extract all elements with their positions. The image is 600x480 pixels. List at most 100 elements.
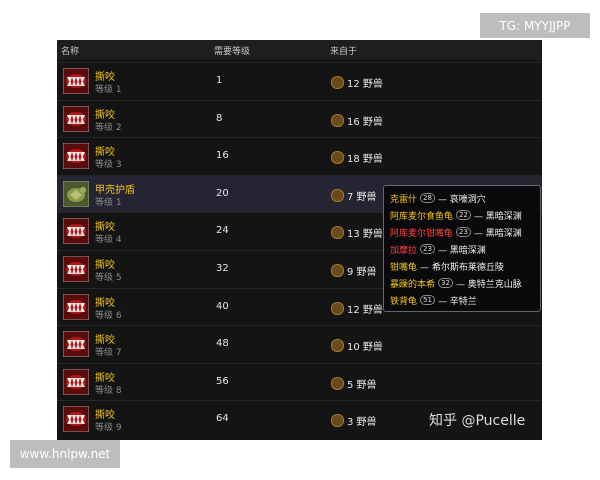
ability-icon: [62, 255, 90, 283]
source-icon[interactable]: [331, 264, 344, 277]
row[interactable]: 撕咬等级 1 1 12 野兽: [57, 62, 542, 99]
required-level: 16: [216, 150, 229, 162]
creature-name: 阿库麦尔食鱼龟: [390, 211, 454, 222]
source-icon[interactable]: [331, 151, 344, 165]
tooltip-line: 克雷什 28— 哀嚎洞穴: [390, 191, 486, 205]
ability-icon: [62, 67, 90, 95]
source[interactable]: 12 野兽: [347, 79, 383, 90]
source[interactable]: 12 野兽: [347, 304, 383, 316]
ability-rank: 等级 5: [95, 273, 122, 283]
ability-icon: [62, 330, 90, 358]
source-icon[interactable]: [331, 339, 344, 353]
row[interactable]: 撕咬 等级 6 40 12 野兽: [57, 287, 542, 325]
required-level: 48: [216, 338, 229, 350]
tooltip-line: 加摩拉 23— 黑暗深渊: [390, 242, 486, 256]
ability-name: 撕咬: [95, 147, 115, 159]
ability-rank: 等级 6: [95, 310, 122, 321]
creature-level: 28: [420, 193, 435, 203]
required-level: 56: [216, 375, 229, 387]
row[interactable]: 撕咬 等级 4 24 13 野兽: [57, 212, 542, 249]
creature-name: 加摩拉: [390, 245, 418, 256]
ability-icon: [62, 142, 90, 170]
zone: — 希尔斯布莱德丘陵: [420, 262, 504, 273]
source[interactable]: 3 野兽: [347, 417, 377, 429]
row[interactable]: 撕咬 等级 5 32 9 野兽: [57, 250, 542, 287]
required-level: 1: [216, 75, 223, 86]
ability-rank: 等级 1: [95, 85, 122, 95]
creature-name: 钳嘴龟: [390, 262, 418, 273]
ability-name: 撕咬: [95, 72, 115, 83]
row[interactable]: 撕咬 等级 9 64 3 野兽: [57, 400, 542, 437]
source[interactable]: 13 野兽: [347, 229, 383, 241]
source[interactable]: 7 野兽: [347, 191, 377, 203]
ability-icon: [62, 180, 90, 208]
row[interactable]: 撕咬 等级 3 16 18 野兽: [57, 137, 542, 174]
source-icon[interactable]: [331, 301, 344, 315]
ability-name: 撕咬: [95, 335, 115, 347]
ability-rank: 等级 8: [95, 385, 122, 396]
header-bar: [57, 40, 542, 60]
creature-name: 阿库麦尔钳嘴龟: [390, 228, 454, 239]
required-level: 20: [216, 187, 229, 199]
tooltip-line: 暴躁的本希 32— 奥特兰克山脉: [390, 276, 522, 290]
zone: — 黑暗深渊: [473, 211, 522, 222]
required-level: 24: [216, 225, 229, 237]
source-icon[interactable]: [331, 76, 344, 89]
ability-name: 撕咬: [95, 410, 115, 422]
ability-icon: [62, 405, 90, 433]
ability-name: 甲壳护盾: [95, 184, 135, 196]
credit: 知乎 @Pucelle: [429, 413, 526, 429]
creature-name: 暴躁的本希: [390, 279, 436, 290]
tooltip-line: 阿库麦尔食鱼龟 22— 黑暗深渊: [390, 208, 522, 222]
source[interactable]: 18 野兽: [347, 154, 383, 166]
source[interactable]: 5 野兽: [347, 379, 377, 391]
header-name[interactable]: 名称: [61, 47, 80, 57]
creature-name: 克雷什: [390, 194, 418, 205]
ability-rank: 等级 1: [95, 197, 122, 208]
ability-rank: 等级 7: [95, 348, 122, 359]
tooltip-line: 阿库麦尔钳嘴龟 23— 黑暗深渊: [390, 225, 522, 239]
ability-name: 撕咬: [95, 109, 115, 121]
ability-icon: [62, 217, 90, 245]
source[interactable]: 16 野兽: [347, 116, 383, 128]
creature-level: 32: [438, 278, 453, 288]
zone: — 黑暗深渊: [473, 228, 522, 239]
tooltip-line: 铁背龟 51— 辛特兰: [390, 293, 477, 307]
zone: — 奥特兰克山脉: [455, 279, 522, 290]
source-icon[interactable]: [331, 113, 344, 127]
zone: — 黑暗深渊: [437, 245, 486, 256]
row[interactable]: 撕咬 等级 8 56 5 野兽: [57, 362, 542, 400]
ability-rank: 等级 3: [95, 160, 122, 171]
required-level: 64: [216, 413, 229, 425]
header-source[interactable]: 来自于: [330, 47, 358, 57]
ability-icon: [62, 293, 90, 321]
row[interactable]: 撕咬 等级 7 48 10 野兽: [57, 325, 542, 362]
required-level: 40: [216, 300, 229, 312]
watermark: www.hnlpw.net: [10, 440, 120, 468]
source-icon[interactable]: [331, 226, 344, 240]
source-icon[interactable]: [331, 414, 344, 428]
ability-rank: 等级 4: [95, 235, 122, 246]
required-level: 8: [216, 112, 223, 124]
header-level[interactable]: 需要等级: [214, 47, 251, 57]
zone: — 哀嚎洞穴: [437, 194, 486, 205]
source[interactable]: 10 野兽: [347, 342, 383, 354]
creature-level: 51: [420, 295, 435, 305]
ability-name: 撕咬: [95, 372, 115, 384]
zone: — 辛特兰: [437, 296, 477, 307]
watermark: TG: MYYJJPP: [480, 13, 590, 38]
source[interactable]: 9 野兽: [347, 267, 377, 278]
row[interactable]: 撕咬 等级 2 8 16 野兽: [57, 99, 542, 137]
required-level: 32: [216, 263, 229, 274]
creature-level: 23: [456, 227, 471, 237]
source-icon[interactable]: [331, 188, 344, 202]
source-icon[interactable]: [331, 376, 344, 390]
creature-name: 铁背龟: [390, 296, 418, 307]
ability-icon: [62, 105, 90, 133]
creature-level: 23: [420, 244, 435, 254]
ability-name: 撕咬: [95, 297, 115, 309]
ability-name: 撕咬: [95, 222, 115, 234]
ability-rank: 等级 9: [95, 423, 122, 434]
ability-rank: 等级 2: [95, 122, 122, 133]
